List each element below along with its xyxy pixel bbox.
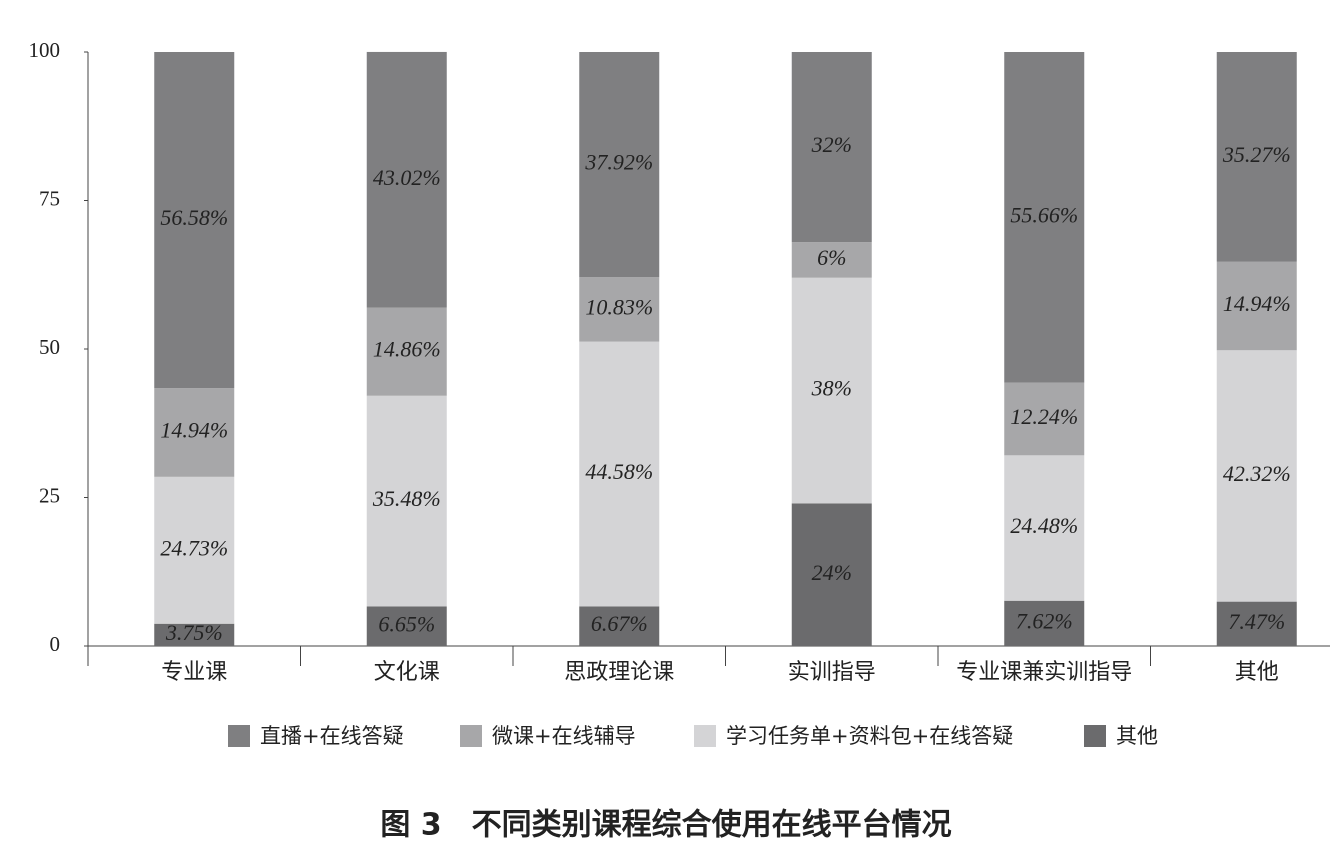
value-label: 6% [817, 245, 846, 270]
bar-segment [791, 52, 872, 243]
bar-segment [579, 52, 660, 278]
value-label: 35.48% [372, 486, 441, 511]
x-tick-label: 专业课兼实训指导 [956, 660, 1132, 685]
bar-segment [791, 503, 872, 646]
y-tick-label: 0 [50, 632, 61, 656]
legend-swatch [228, 725, 250, 747]
bar-segment [1004, 382, 1085, 456]
bar-segment [579, 341, 660, 607]
bar-segment [154, 388, 235, 477]
y-tick-label: 25 [39, 483, 60, 507]
legend-label: 直播+在线答疑 [260, 724, 404, 748]
legend-swatch [1084, 725, 1106, 747]
bar-segment [154, 476, 235, 624]
value-label: 12.24% [1010, 404, 1078, 429]
y-tick-label: 100 [29, 38, 61, 62]
x-tick-label: 专业课 [161, 660, 227, 685]
bar-segment [366, 606, 447, 646]
value-label: 24.48% [1010, 513, 1078, 538]
value-label: 6.65% [378, 611, 435, 636]
bar-segment [1216, 350, 1297, 602]
value-label: 38% [811, 376, 852, 401]
value-label: 44.58% [585, 459, 653, 484]
value-label: 55.66% [1010, 202, 1078, 227]
value-label: 6.67% [591, 611, 648, 636]
bar-segment [154, 623, 235, 646]
legend-label: 其他 [1116, 724, 1158, 748]
value-label: 32% [811, 132, 852, 157]
chart-title: 图 3 不同类别课程综合使用在线平台情况 [380, 808, 951, 843]
y-tick-label: 75 [39, 186, 60, 210]
value-label: 14.94% [1223, 291, 1291, 316]
bar-segment [366, 395, 447, 607]
value-label: 56.58% [160, 205, 228, 230]
x-tick-label: 文化课 [374, 660, 440, 685]
bar-segment [791, 277, 872, 504]
bar-segment [366, 51, 447, 308]
bar-segment [579, 606, 660, 646]
value-label: 37.92% [584, 150, 653, 175]
x-tick-label: 实训指导 [788, 660, 876, 685]
bar-segment [1216, 601, 1297, 646]
bar-segment [366, 307, 447, 396]
value-label: 7.47% [1228, 609, 1285, 634]
value-label: 42.32% [1223, 461, 1291, 486]
x-tick-label: 其他 [1235, 660, 1279, 685]
bar-segment [1004, 455, 1085, 601]
value-label: 14.94% [160, 418, 228, 443]
bar-segment [1216, 52, 1297, 262]
bar-segment [1216, 261, 1297, 351]
value-label: 7.62% [1016, 608, 1073, 633]
y-tick-label: 50 [39, 335, 60, 359]
legend-swatch [460, 725, 482, 747]
bar-segment [154, 52, 235, 389]
legend-label: 学习任务单+资料包+在线答疑 [726, 724, 1013, 748]
value-label: 10.83% [585, 294, 653, 319]
value-label: 35.27% [1222, 142, 1291, 167]
value-label: 43.02% [373, 165, 441, 190]
x-tick-label: 思政理论课 [564, 660, 674, 685]
bar-segment [579, 277, 660, 342]
legend-label: 微课+在线辅导 [492, 724, 636, 748]
bar-segment [1004, 52, 1085, 383]
value-label: 24% [812, 560, 852, 585]
value-label: 24.73% [160, 535, 228, 560]
value-label: 14.86% [373, 337, 441, 362]
value-label: 3.75% [165, 620, 223, 645]
legend-swatch [694, 725, 716, 747]
bar-segment [791, 242, 872, 278]
bar-segment [1004, 600, 1085, 646]
